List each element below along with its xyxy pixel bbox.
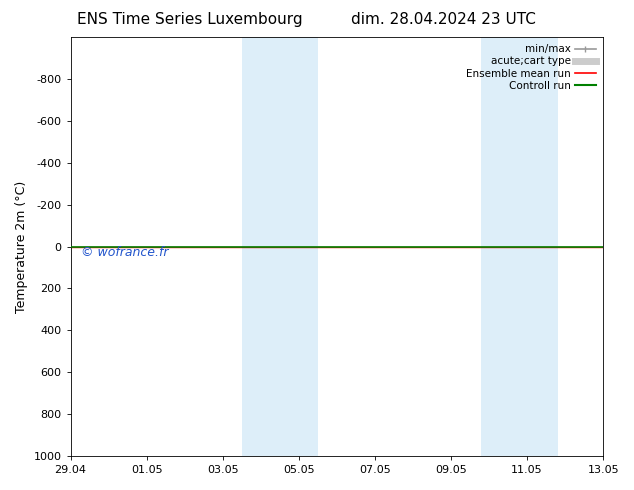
Text: ENS Time Series Luxembourg: ENS Time Series Luxembourg: [77, 12, 303, 27]
Bar: [481, 37, 557, 456]
Text: dim. 28.04.2024 23 UTC: dim. 28.04.2024 23 UTC: [351, 12, 536, 27]
Legend: min/max, acute;cart type, Ensemble mean run, Controll run: min/max, acute;cart type, Ensemble mean …: [464, 42, 598, 93]
Text: © wofrance.fr: © wofrance.fr: [81, 246, 169, 259]
Bar: [242, 37, 318, 456]
Y-axis label: Temperature 2m (°C): Temperature 2m (°C): [15, 180, 28, 313]
